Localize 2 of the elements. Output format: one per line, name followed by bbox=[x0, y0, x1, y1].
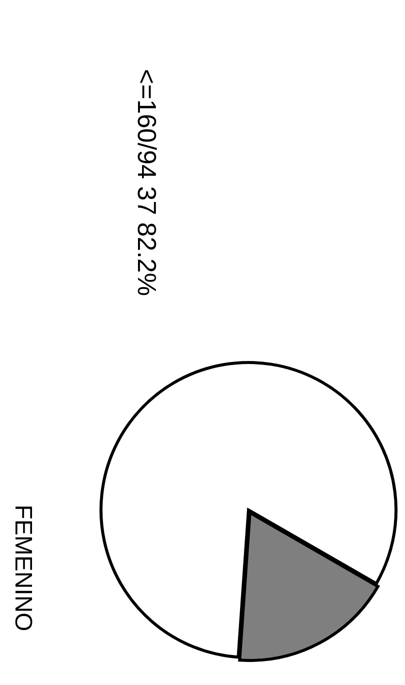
text: FEMENINO bbox=[9, 504, 36, 632]
slice-label: <=160/94 37 82.2% bbox=[132, 69, 162, 296]
